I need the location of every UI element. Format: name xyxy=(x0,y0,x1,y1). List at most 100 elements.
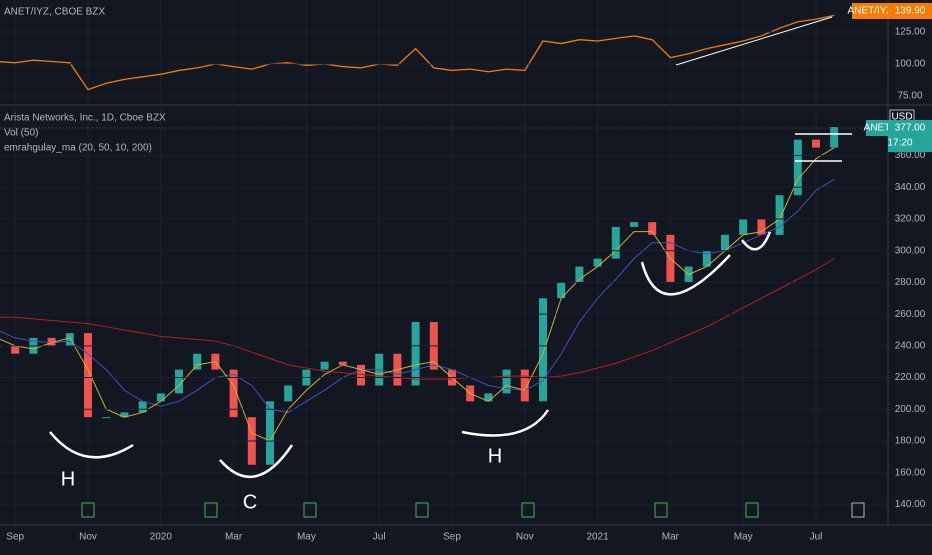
ratio-title: ANET/IYZ, CBOE BZX xyxy=(4,7,105,18)
x-tick-label: Jul xyxy=(810,532,823,543)
earnings-marker xyxy=(204,502,218,518)
annotation: H xyxy=(61,468,75,490)
symbol-box xyxy=(866,120,888,136)
candle xyxy=(11,345,20,354)
candle xyxy=(193,353,202,370)
x-tick-label: Sep xyxy=(6,532,24,543)
candle xyxy=(793,139,802,196)
countdown: 17:20 xyxy=(887,138,912,149)
x-tick-label: Mar xyxy=(225,532,243,543)
candle xyxy=(138,401,147,413)
symbol: ANET xyxy=(864,123,891,134)
y-tick-label: 100.00 xyxy=(895,59,926,70)
last-price: 377.00 xyxy=(895,123,926,134)
drawings xyxy=(49,133,852,478)
moving-average xyxy=(0,258,835,380)
ma-label: emrahgulay_ma (20, 50, 10, 200) xyxy=(4,143,152,154)
y-tick-label: 340.00 xyxy=(895,182,926,193)
candle xyxy=(175,369,183,394)
ratio-price: 139.90 xyxy=(895,6,926,17)
price-box xyxy=(888,120,932,152)
candle xyxy=(102,417,111,419)
y-tick-label: 320.00 xyxy=(895,214,926,225)
candle xyxy=(484,393,493,402)
candle xyxy=(630,222,638,227)
x-tick-label: Nov xyxy=(79,532,97,543)
x-tick-label: 2021 xyxy=(586,532,609,543)
ratio-price-box xyxy=(888,3,932,19)
candle xyxy=(611,226,620,259)
candle xyxy=(411,322,420,386)
candle xyxy=(120,412,129,418)
moving-average xyxy=(0,147,835,442)
earnings-marker xyxy=(303,502,317,518)
x-tick-label: Nov xyxy=(516,532,534,543)
drawing xyxy=(795,133,852,162)
x-tick-label: 2020 xyxy=(150,532,173,543)
main-title: Arista Networks, Inc., 1D, Cboe BZX xyxy=(4,113,166,124)
candle xyxy=(702,250,711,267)
y-tick-label: 75.00 xyxy=(897,91,922,102)
earnings-marker xyxy=(81,502,95,518)
candle xyxy=(520,369,529,402)
annotation: H xyxy=(488,445,502,467)
y-tick-label: 125.00 xyxy=(895,27,926,38)
earnings-marker xyxy=(521,502,535,518)
x-tick-label: Sep xyxy=(443,532,461,543)
y-tick-label: 240.00 xyxy=(895,340,926,351)
x-tick-label: Mar xyxy=(662,532,680,543)
earnings-marker xyxy=(851,502,865,518)
y-tick-label: 160.00 xyxy=(895,467,926,478)
candle xyxy=(156,393,165,402)
x-tick-label: Jul xyxy=(373,532,386,543)
candle xyxy=(47,337,56,346)
candle xyxy=(84,333,92,418)
ratio-line xyxy=(0,14,835,91)
x-tick-label: May xyxy=(734,532,753,543)
candle xyxy=(812,139,820,148)
candle xyxy=(502,369,511,394)
candle xyxy=(229,369,238,418)
vol-label: Vol (50) xyxy=(4,128,38,139)
candle xyxy=(338,361,347,365)
y-tick-label: 300.00 xyxy=(895,245,926,256)
y-tick-label: 220.00 xyxy=(895,372,926,383)
currency: USD xyxy=(891,112,912,123)
drawing xyxy=(219,444,294,478)
annotation: C xyxy=(243,491,257,513)
candle xyxy=(739,218,748,235)
drawing xyxy=(640,254,731,296)
candle xyxy=(830,127,839,148)
x-tick-label: May xyxy=(297,532,316,543)
ratio-symbol-box xyxy=(852,3,888,19)
y-tick-label: 360.00 xyxy=(895,150,926,161)
candle xyxy=(320,361,329,370)
earnings-marker xyxy=(415,502,429,518)
earnings-markers xyxy=(81,502,865,518)
candle xyxy=(757,218,766,235)
y-tick-label: 140.00 xyxy=(895,499,926,510)
candle xyxy=(721,234,729,251)
candle xyxy=(575,266,584,283)
y-tick-label: 200.00 xyxy=(895,404,926,415)
candle xyxy=(266,401,274,465)
earnings-marker xyxy=(654,502,668,518)
candle xyxy=(648,222,657,235)
ratio-symbol: ANET/IYZ xyxy=(847,6,892,17)
candle xyxy=(65,333,74,346)
y-tick-label: 180.00 xyxy=(895,436,926,447)
trend-line xyxy=(675,16,833,66)
candle xyxy=(284,385,293,402)
moving-average xyxy=(0,178,835,413)
candle xyxy=(557,282,566,299)
y-tick-label: 280.00 xyxy=(895,277,926,288)
candle xyxy=(593,258,602,267)
earnings-marker xyxy=(745,502,759,518)
drawing xyxy=(461,409,550,437)
drawing xyxy=(740,231,772,251)
candle xyxy=(357,364,365,386)
drawing xyxy=(49,431,134,459)
candle xyxy=(775,195,784,235)
